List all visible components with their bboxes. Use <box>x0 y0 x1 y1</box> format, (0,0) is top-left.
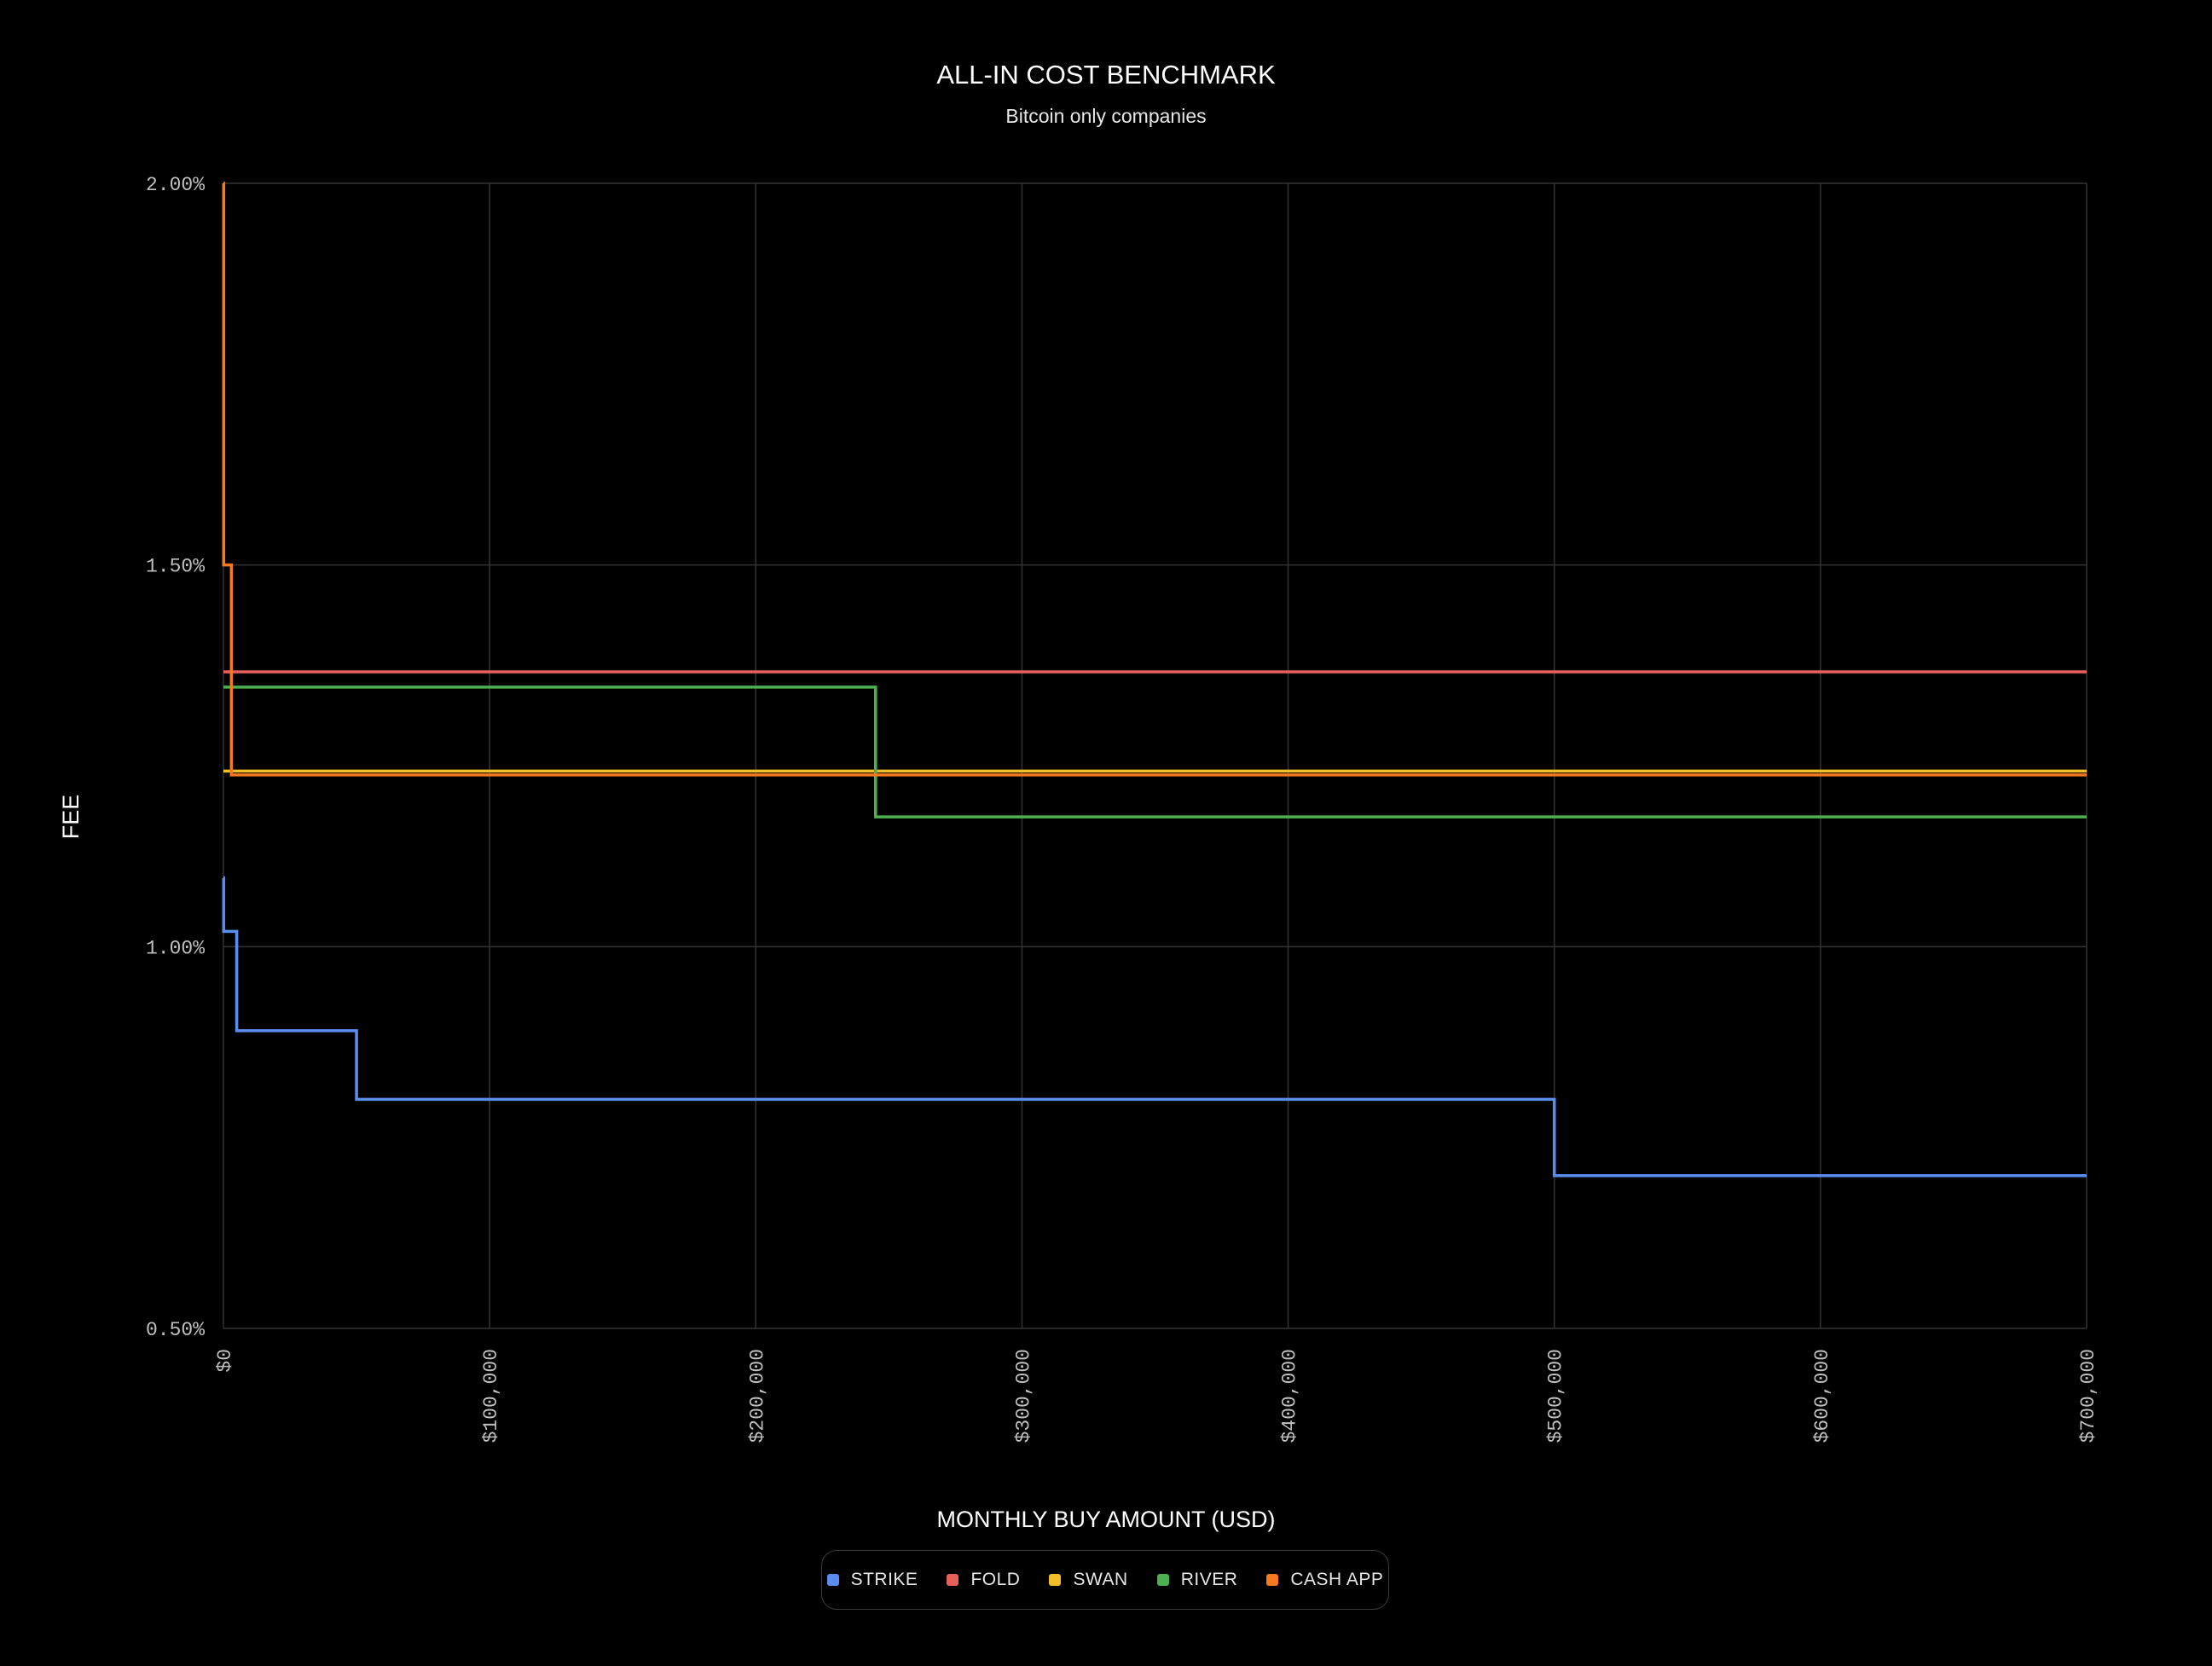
legend-swatch <box>826 1574 839 1586</box>
x-axis-ticks: $0 $100,000 $200,000 $300,000 $400,000 $500,0… <box>214 1349 2099 1443</box>
y-tick-label: 1.50% <box>146 556 205 578</box>
legend-label: STRIKE <box>850 1570 918 1589</box>
legend: STRIKE FOLD SWAN RIVER CASH APP <box>821 1550 1389 1610</box>
x-tick-label: $100,000 <box>480 1349 502 1443</box>
x-tick-label: $500,000 <box>1545 1349 1567 1443</box>
x-tick-label: $300,000 <box>1012 1349 1034 1443</box>
legend-swatch <box>947 1574 959 1586</box>
x-tick-label: $400,000 <box>1279 1349 1301 1443</box>
legend-item-strike[interactable]: STRIKE <box>826 1570 918 1590</box>
series-line-river <box>223 685 2087 819</box>
chart-subtitle: Bitcoin only companies <box>1005 105 1206 127</box>
series-group <box>222 182 2087 1177</box>
y-axis-ticks: 0.50% 1.00% 1.50% 2.00% <box>146 174 205 1341</box>
series-line-cash-app <box>222 182 2087 777</box>
x-tick-label: $600,000 <box>1811 1349 1833 1443</box>
y-tick-label: 1.00% <box>146 937 205 959</box>
legend-label: CASH APP <box>1290 1570 1384 1589</box>
legend-label: RIVER <box>1180 1570 1238 1589</box>
legend-swatch <box>1156 1574 1169 1586</box>
x-axis-label: MONTHLY BUY AMOUNT (USD) <box>936 1507 1275 1532</box>
legend-item-cash-app[interactable]: CASH APP <box>1266 1570 1383 1590</box>
y-axis-label: FEE <box>58 795 84 840</box>
legend-item-river[interactable]: RIVER <box>1156 1570 1238 1590</box>
legend-swatch <box>1049 1574 1062 1586</box>
legend-label: SWAN <box>1073 1570 1128 1589</box>
legend-item-fold[interactable]: FOLD <box>947 1570 1020 1590</box>
legend-swatch <box>1266 1574 1279 1586</box>
series-line-strike <box>222 876 2087 1177</box>
y-tick-label: 0.50% <box>146 1319 205 1341</box>
x-tick-label: $700,000 <box>2077 1349 2099 1443</box>
legend-item-swan[interactable]: SWAN <box>1049 1570 1127 1590</box>
chart-title: ALL-IN COST BENCHMARK <box>936 60 1276 90</box>
legend-label: FOLD <box>970 1570 1021 1589</box>
y-tick-label: 2.00% <box>146 174 205 196</box>
x-tick-label: $200,000 <box>746 1349 768 1443</box>
x-tick-label: $0 <box>214 1349 236 1373</box>
grid <box>223 182 2088 1329</box>
